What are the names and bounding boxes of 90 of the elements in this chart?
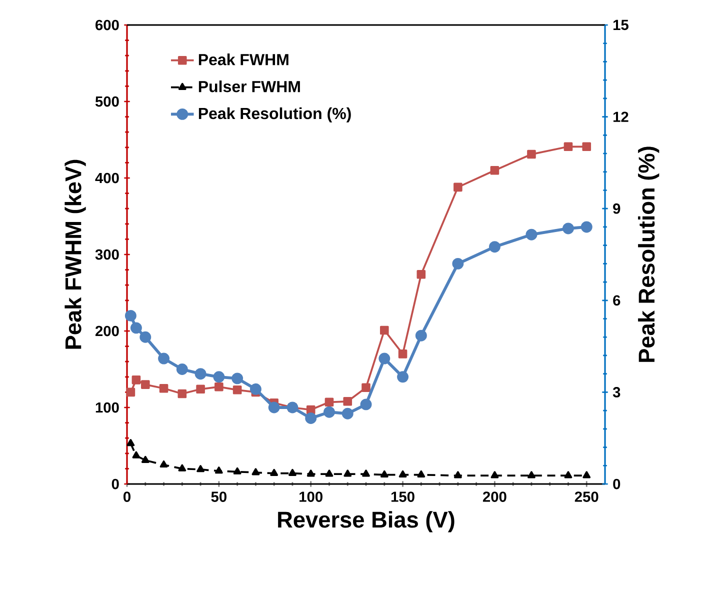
point (490, 471, 499, 478)
point (324, 406, 335, 418)
point (141, 456, 150, 463)
point (305, 412, 317, 424)
x-tick-label: 100 (300, 492, 322, 502)
point (378, 352, 390, 364)
point (343, 396, 352, 406)
point (344, 470, 352, 477)
point (232, 372, 244, 384)
point (342, 408, 354, 420)
legend-label: Peak FWHM (198, 54, 288, 66)
point (132, 451, 140, 458)
point (527, 150, 536, 159)
point (178, 464, 186, 472)
y2-tick-label: 3 (612, 387, 620, 398)
point (178, 389, 187, 398)
legend-label: Peak Resolution (%) (198, 107, 351, 122)
y-tick-label: 100 (96, 402, 119, 413)
point (196, 384, 205, 394)
point (362, 470, 370, 477)
point (528, 471, 536, 478)
point (415, 330, 427, 342)
point (454, 182, 462, 192)
point (140, 380, 150, 389)
y2-tick-label: 9 (613, 203, 620, 214)
point (417, 470, 426, 478)
point (196, 465, 204, 472)
point (526, 228, 538, 240)
point (140, 331, 152, 343)
x-tick-label: 50 (211, 492, 226, 502)
point (126, 439, 135, 446)
point (325, 470, 334, 477)
y-axis-title: Peak FWHM (keV) (64, 160, 86, 349)
point (159, 384, 168, 393)
point (324, 398, 334, 407)
x-tick-label: 0 (124, 492, 130, 502)
point (270, 468, 278, 476)
y2-tick-label: 15 (613, 20, 628, 30)
x-tick-label: 250 (574, 492, 598, 502)
y-tick-label: 300 (95, 249, 119, 260)
point (132, 376, 141, 384)
point (564, 471, 572, 478)
point (360, 398, 372, 410)
point (454, 471, 462, 478)
y2-tick-label: 12 (613, 112, 628, 122)
y-tick-label: 400 (95, 172, 119, 184)
y-tick-label: 0 (112, 478, 119, 490)
point (490, 166, 500, 175)
point (582, 142, 592, 152)
point (397, 371, 409, 383)
point (194, 368, 206, 380)
point (452, 258, 464, 270)
point (232, 386, 242, 394)
point (233, 467, 242, 474)
point (416, 270, 426, 279)
point (160, 460, 168, 468)
point (562, 222, 574, 234)
point (158, 352, 170, 364)
point (268, 402, 280, 414)
x-tick-label: 200 (482, 492, 506, 502)
point (306, 405, 316, 414)
point (488, 241, 500, 253)
y-tick-label: 200 (95, 326, 119, 336)
point (288, 468, 296, 476)
x-axis-title: Reverse Bias (V) (278, 511, 454, 532)
point (214, 466, 223, 474)
point (398, 350, 408, 358)
point (126, 388, 136, 397)
point (214, 382, 224, 392)
point (580, 221, 592, 233)
point (124, 310, 136, 322)
point (250, 383, 262, 395)
point (252, 468, 260, 476)
y-tick-label: 500 (95, 96, 119, 107)
point (306, 470, 315, 477)
point (176, 364, 188, 375)
point (398, 470, 407, 478)
legend-label: Pulser FWHM (198, 80, 300, 92)
point (582, 471, 591, 478)
point (380, 470, 388, 478)
y2-tick-label: 0 (613, 478, 620, 490)
y-tick-label: 600 (96, 20, 119, 30)
y2-axis-title: Peak Resolution (%) (638, 146, 660, 362)
point (362, 383, 370, 392)
y2-tick-label: 6 (613, 295, 620, 306)
point (213, 371, 225, 383)
point (380, 326, 389, 335)
x-tick-label: 150 (391, 492, 414, 502)
point (564, 142, 573, 152)
point (130, 322, 142, 334)
